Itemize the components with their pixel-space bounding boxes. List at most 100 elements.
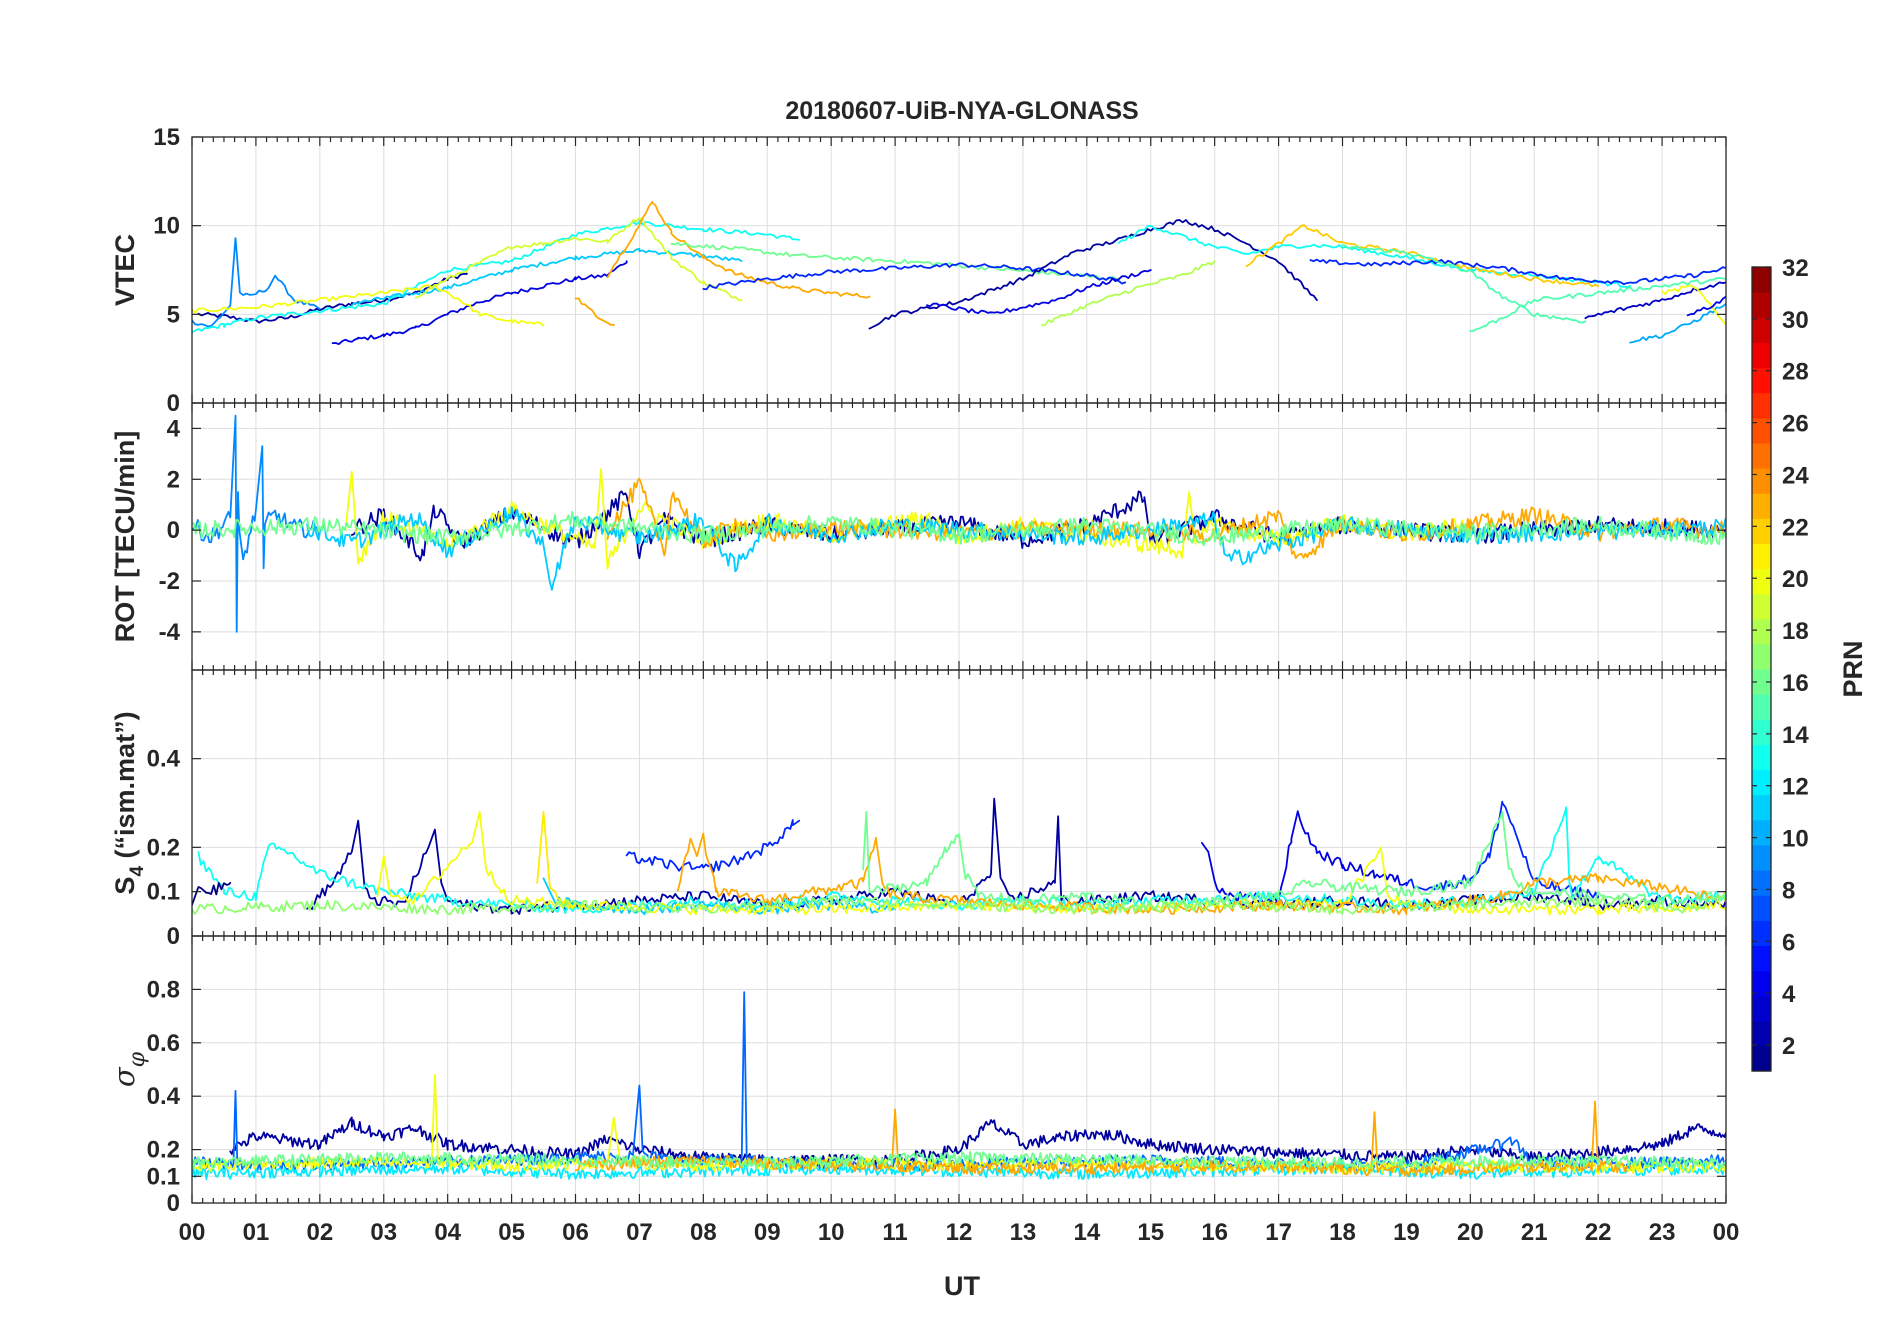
panel-s4: 0 0.1 0.2 0.4S4 (“ism.mat”) — [110, 669, 1727, 950]
colorbar-segment — [1752, 844, 1771, 871]
x-tick-label: 23 — [1649, 1219, 1676, 1246]
series-line-prn-20 — [192, 283, 545, 327]
colorbar-segment — [1752, 769, 1771, 796]
colorbar-tick-label: 24 — [1782, 462, 1809, 489]
y-tick-label: 4 — [167, 415, 181, 442]
colorbar-segment — [1752, 643, 1771, 670]
panel-vtec: 0 5 10 15 VTEC — [110, 124, 1727, 417]
colorbar-tick-label: 28 — [1782, 359, 1809, 386]
series-line-prn-19 — [414, 216, 743, 302]
y-tick-label: 15 — [153, 124, 180, 151]
x-tick-label: 00 — [179, 1219, 206, 1246]
series-line-prn-6 — [702, 262, 1127, 291]
series-group — [192, 201, 1726, 345]
x-tick-label: 01 — [243, 1219, 270, 1246]
colorbar-tick-label: 6 — [1782, 929, 1795, 956]
x-tick-label: 11 — [882, 1219, 907, 1246]
colorbar-frame — [1751, 266, 1772, 1072]
x-axis: 00 01 02 03 04 05 06 07 08 09 10 11 12 13 14 15 16 17 18 19… — [179, 1219, 1740, 1246]
colorbar-segment — [1752, 292, 1771, 318]
colorbar-tick-label: 12 — [1782, 774, 1809, 801]
series-line-prn-13 — [1117, 224, 1631, 288]
series-line-prn-17 — [192, 890, 1726, 916]
series-line-prn-23 — [606, 477, 1726, 560]
x-tick-label: 08 — [690, 1219, 717, 1246]
colorbar-segment — [1752, 819, 1771, 846]
series-line-prn-12 — [192, 1161, 1726, 1181]
colorbar-tick-label: 4 — [1782, 981, 1796, 1008]
y-axis-label-sigma_phi: σφ — [107, 1051, 150, 1087]
series-line-prn-4 — [926, 269, 1152, 315]
series-group — [192, 991, 1726, 1181]
colorbar-segment — [1752, 669, 1771, 695]
y-tick-label: -4 — [159, 619, 181, 646]
x-tick-label: 04 — [434, 1219, 461, 1246]
y-tick-label: -2 — [159, 568, 180, 595]
series-line-prn-3 — [1584, 281, 1726, 320]
series-line-prn-6 — [625, 819, 801, 873]
x-tick-label: 13 — [1010, 1219, 1037, 1246]
x-tick-label: 17 — [1265, 1219, 1292, 1246]
x-tick-label: 15 — [1137, 1219, 1164, 1246]
x-tick-label: 10 — [818, 1219, 845, 1246]
colorbar-segment — [1752, 719, 1771, 745]
y-axis-label-s4: S4 (“ism.mat”) — [110, 711, 148, 894]
series-line-prn-0 — [192, 881, 232, 906]
colorbar-tick-label: 8 — [1782, 877, 1795, 904]
colorbar-tick-label: 30 — [1782, 307, 1809, 334]
series-line-prn-4 — [1686, 295, 1726, 317]
colorbar-label: PRN — [1838, 640, 1868, 697]
y-tick-label: 10 — [153, 213, 180, 240]
series-line-prn-22 — [1245, 224, 1600, 288]
series-line-prn-18 — [1041, 260, 1216, 327]
x-tick-label: 12 — [946, 1219, 973, 1246]
colorbar-tick-label: 18 — [1782, 618, 1809, 645]
series-line-prn-9 — [192, 414, 321, 633]
series-line-prn-23 — [606, 201, 871, 299]
colorbar-segment — [1752, 970, 1771, 997]
colorbar-segment — [1752, 794, 1771, 821]
colorbar-segment — [1752, 895, 1771, 921]
colorbar-segment — [1752, 920, 1771, 946]
colorbar-segment — [1752, 342, 1771, 369]
colorbar-segment — [1752, 442, 1771, 469]
colorbar-segment — [1752, 618, 1771, 645]
series-group — [192, 797, 1726, 916]
x-tick-label: 05 — [498, 1219, 525, 1246]
colorbar-tick-label: 2 — [1782, 1033, 1795, 1060]
x-tick-label: 16 — [1201, 1219, 1228, 1246]
colorbar-segment — [1752, 392, 1771, 419]
y-tick-label: 2 — [167, 466, 180, 493]
series-group — [192, 414, 1726, 633]
y-tick-label: 5 — [167, 301, 180, 328]
x-tick-label: 02 — [306, 1219, 333, 1246]
series-line-prn-10 — [1629, 302, 1726, 344]
x-axis-label: UT — [944, 1271, 980, 1301]
y-tick-label: 0.6 — [147, 1030, 180, 1057]
colorbar-segment — [1752, 518, 1771, 544]
x-tick-label: 09 — [754, 1219, 781, 1246]
series-line-prn-20 — [376, 811, 1726, 916]
colorbar-tick-label: 10 — [1782, 826, 1809, 853]
y-axis-label-rot: ROT [TECU/min] — [110, 431, 140, 642]
colorbar-segment — [1752, 945, 1771, 972]
y-tick-label: 0.4 — [147, 1083, 181, 1110]
y-tick-label: 0 — [167, 390, 180, 417]
y-tick-label: 0 — [167, 1190, 180, 1217]
series-line-prn-23 — [574, 297, 615, 326]
colorbar-segment — [1752, 870, 1771, 896]
colorbar-segment — [1752, 267, 1771, 293]
y-tick-label: 0.4 — [147, 746, 181, 773]
colorbar-segment — [1752, 493, 1771, 519]
x-tick-label: 14 — [1073, 1219, 1100, 1246]
series-line-prn-15 — [1469, 277, 1726, 332]
series-line-prn-4 — [331, 260, 628, 345]
x-tick-label: 22 — [1585, 1219, 1612, 1246]
y-tick-label: 0.2 — [147, 1137, 180, 1164]
x-tick-label: 06 — [562, 1219, 589, 1246]
x-tick-label: 03 — [370, 1219, 397, 1246]
colorbar-segment — [1752, 1045, 1771, 1072]
y-tick-label: 0.1 — [147, 1163, 180, 1190]
series-line-prn-16 — [192, 1151, 1726, 1170]
